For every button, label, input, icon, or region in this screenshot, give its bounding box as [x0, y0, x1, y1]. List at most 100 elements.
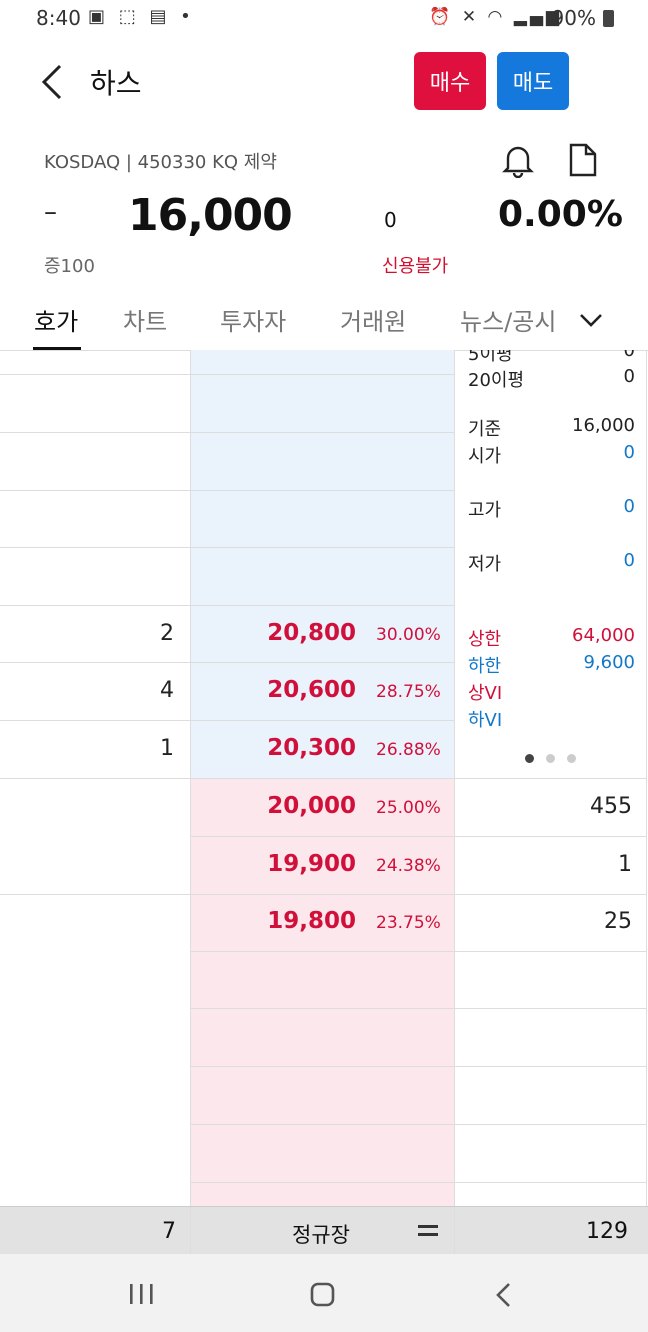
ask-price[interactable]: 20,800 [267, 620, 356, 646]
tab-news[interactable]: 뉴스/공시 [460, 308, 557, 336]
margin-rate: 증100 [44, 256, 95, 277]
bid-price[interactable]: 19,800 [267, 908, 356, 934]
home-icon[interactable] [310, 1282, 336, 1308]
more-tabs-button[interactable] [578, 310, 604, 330]
divider [646, 350, 647, 1206]
row-divider [0, 662, 454, 663]
tab-orderbook[interactable]: 호가 [34, 308, 79, 336]
info-value: 64,000 [572, 625, 635, 646]
ask-price[interactable]: 20,300 [267, 735, 356, 761]
status-bar: 8:40 ▣ ⬚ ▤ • ⏰ ✕ ◠ ▂▄▆ 90% [0, 0, 648, 40]
info-value: 0 [623, 442, 635, 463]
ask-quantity: 2 [160, 621, 174, 646]
ask-price[interactable]: 20,600 [267, 677, 356, 703]
bid-quantity: 1 [618, 852, 632, 877]
system-navigation-bar [0, 1254, 648, 1332]
bid-rate: 23.75% [376, 913, 441, 933]
tab-bar: 호가 차트 투자자 거래원 뉴스/공시 [0, 296, 648, 351]
battery-percent: 90% [551, 6, 596, 30]
info-label: 5이평 [468, 350, 513, 365]
buy-button[interactable]: 매수 [414, 52, 486, 110]
row-divider [0, 374, 454, 375]
stock-name: 하스 [90, 67, 142, 100]
info-label: 20이평 [468, 370, 525, 391]
ask-quantity: 1 [160, 736, 174, 761]
price-change: 0 [384, 208, 397, 232]
row-divider [190, 1066, 646, 1067]
row-divider [190, 1182, 646, 1183]
divider [454, 1207, 455, 1255]
battery-icon [603, 10, 614, 27]
row-divider [0, 605, 454, 606]
current-price: 16,000 [128, 190, 293, 241]
row-divider [0, 778, 646, 779]
bid-price-column [190, 778, 454, 1206]
tab-investor[interactable]: 투자자 [220, 308, 287, 336]
tab-broker[interactable]: 거래원 [340, 308, 407, 336]
system-icons: ⏰ ✕ ◠ ▂▄▆ [429, 7, 562, 27]
info-label: 상VI [468, 683, 503, 704]
info-label: 상한 [468, 629, 502, 650]
equals-icon [418, 1225, 438, 1236]
alert-button[interactable] [500, 142, 536, 179]
info-label: 고가 [468, 500, 502, 521]
bid-total: 129 [586, 1219, 628, 1244]
bid-price[interactable]: 20,000 [267, 793, 356, 819]
info-value: 9,600 [583, 652, 635, 673]
row-divider [0, 547, 454, 548]
info-label: 시가 [468, 446, 502, 467]
info-label: 저가 [468, 554, 502, 575]
sell-button[interactable]: 매도 [497, 52, 569, 110]
row-divider [190, 1008, 646, 1009]
change-direction: – [44, 197, 57, 227]
bid-quantity: 455 [590, 794, 632, 819]
back-button[interactable] [38, 62, 78, 102]
bid-rate: 25.00% [376, 798, 441, 818]
info-label: 하VI [468, 710, 503, 731]
page-indicator-dot[interactable] [546, 754, 555, 763]
info-label: 하한 [468, 656, 502, 677]
row-divider [190, 1124, 646, 1125]
info-value: 0 [623, 496, 635, 517]
document-button[interactable] [566, 142, 600, 178]
session-label: 정규장 [292, 1223, 350, 1247]
row-divider [190, 951, 646, 952]
bell-icon [502, 146, 534, 179]
info-value: 0 [623, 366, 635, 387]
tab-chart[interactable]: 차트 [123, 308, 168, 336]
ask-price-column [190, 350, 454, 778]
active-tab-indicator [33, 347, 81, 350]
row-divider [0, 720, 454, 721]
ask-rate: 30.00% [376, 625, 441, 645]
chevron-down-icon [580, 314, 602, 327]
document-icon [569, 143, 597, 177]
bid-rate: 24.38% [376, 856, 441, 876]
ask-rate: 28.75% [376, 682, 441, 702]
orderbook-footer: 7 정규장 129 [0, 1206, 648, 1255]
orderbook: 2 20,800 30.00% 4 20,600 28.75% 1 20,300… [0, 350, 648, 1206]
info-value: 0 [623, 350, 635, 361]
row-divider [190, 836, 646, 837]
info-value: 16,000 [572, 415, 635, 436]
row-divider [0, 894, 646, 895]
bid-price[interactable]: 19,900 [267, 851, 356, 877]
ask-total: 7 [162, 1219, 176, 1244]
market-info: KOSDAQ | 450330 KQ 제약 [44, 152, 277, 173]
ask-rate: 26.88% [376, 740, 441, 760]
back-icon[interactable] [494, 1282, 514, 1308]
credit-status: 신용불가 [382, 256, 449, 277]
recent-apps-icon[interactable] [128, 1282, 156, 1306]
page-indicator-dot[interactable] [525, 754, 534, 763]
chevron-left-icon [41, 64, 62, 100]
row-divider [0, 490, 454, 491]
page-indicator-dot[interactable] [567, 754, 576, 763]
change-rate: 0.00% [498, 194, 623, 235]
status-time: 8:40 [36, 6, 81, 30]
ask-quantity: 4 [160, 678, 174, 703]
divider [190, 1207, 191, 1255]
row-divider [0, 432, 454, 433]
menu-button[interactable] [418, 1223, 438, 1239]
notification-icons: ▣ ⬚ ▤ • [88, 6, 195, 27]
bid-quantity: 25 [604, 909, 632, 934]
info-value: 0 [623, 550, 635, 571]
